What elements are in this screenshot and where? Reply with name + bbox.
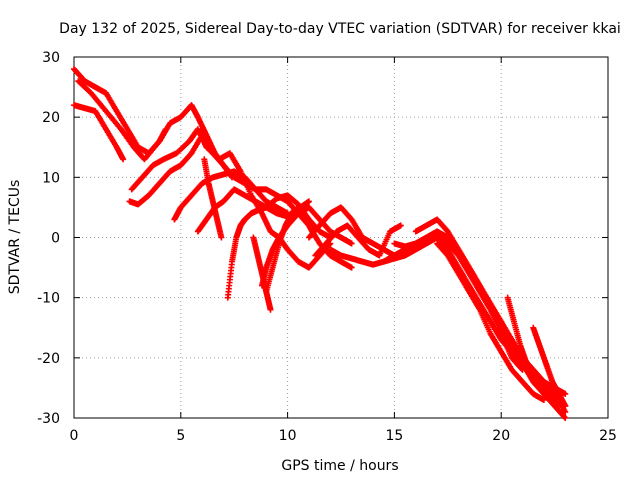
data-point (562, 402, 569, 409)
data-point (562, 390, 569, 397)
y-tick-label: 30 (42, 50, 60, 66)
y-tick-label: -30 (37, 411, 60, 427)
data-point (397, 222, 404, 229)
x-tick-label: 0 (70, 428, 79, 444)
data-point (267, 306, 274, 313)
x-tick-label: 15 (385, 428, 403, 444)
y-tick-label: 0 (51, 231, 60, 247)
series-track-8 (201, 156, 225, 241)
data-point (218, 234, 225, 241)
data-point (562, 408, 569, 415)
data-point (561, 413, 568, 420)
y-tick-label: -20 (37, 351, 60, 367)
data-point (120, 156, 127, 163)
data-point (348, 264, 355, 271)
x-tick-label: 25 (599, 428, 617, 444)
series-track-21 (504, 294, 562, 409)
data-points (71, 66, 569, 421)
series-track-19 (434, 240, 547, 403)
y-tick-label: 20 (42, 110, 60, 126)
y-axis-label: SDTVAR / TECUs (7, 180, 23, 295)
series-track-5 (126, 132, 236, 208)
series-track-4 (128, 126, 334, 271)
data-point (348, 240, 355, 247)
axis-ticks: 0 5 10 15 20 25 -30 -20 -10 0 10 20 30 (37, 50, 617, 444)
series-track-2 (71, 102, 127, 163)
y-tick-label: 10 (42, 170, 60, 186)
x-tick-label: 5 (176, 428, 185, 444)
data-point (305, 198, 312, 205)
data-point (518, 365, 525, 372)
data-point (562, 415, 569, 421)
plot-frame (73, 56, 609, 419)
x-axis-label: GPS time / hours (281, 458, 398, 474)
chart-title: Day 132 of 2025, Sidereal Day-to-day VTE… (59, 21, 621, 37)
series-track-12 (263, 198, 312, 295)
x-tick-label: 20 (492, 428, 510, 444)
x-tick-label: 10 (279, 428, 297, 444)
y-tick-label: -10 (37, 291, 60, 307)
data-point (229, 174, 236, 181)
data-point (540, 396, 547, 403)
data-point (555, 402, 562, 409)
series-track-22 (530, 324, 569, 409)
series-track-14 (312, 222, 404, 259)
series-track-6 (171, 168, 291, 223)
data-point (519, 366, 526, 373)
